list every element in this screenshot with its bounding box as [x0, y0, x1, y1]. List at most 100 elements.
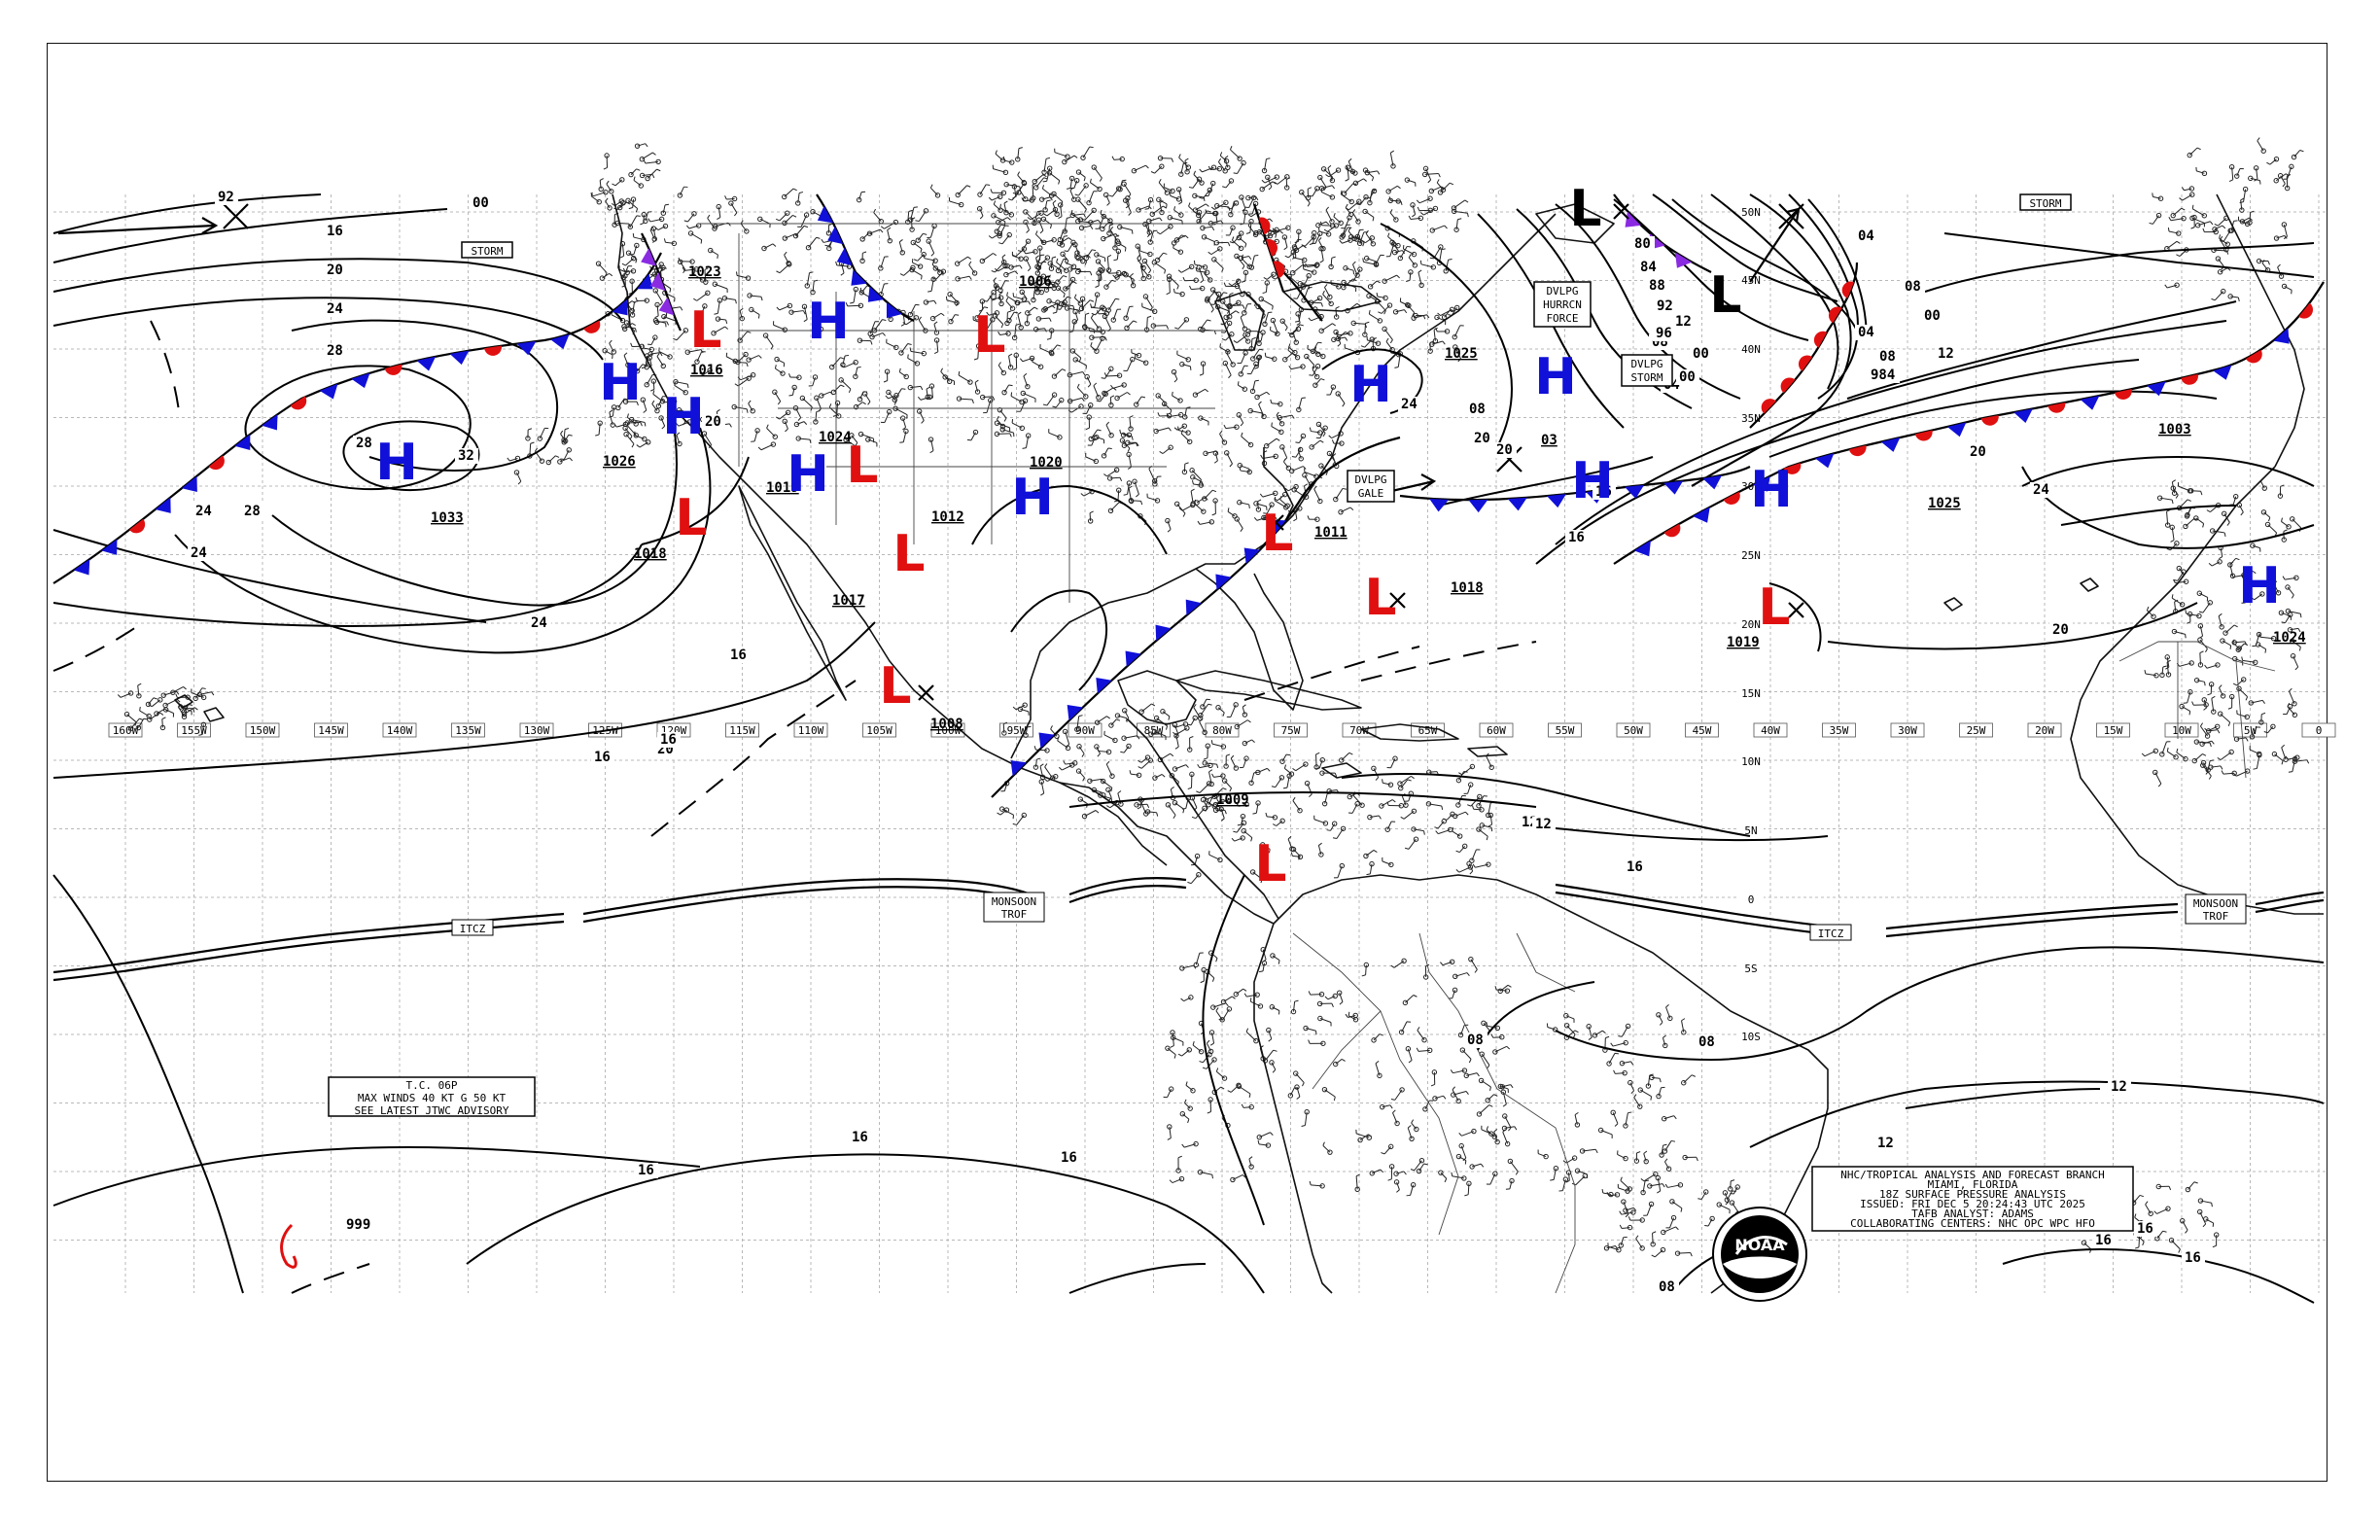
station-plot: [2219, 684, 2226, 699]
station-plot: [992, 164, 1009, 176]
station-plot: [2234, 168, 2244, 179]
station-plot: [2220, 228, 2233, 242]
cold-front-triangle: [181, 475, 197, 493]
station-plot: [1172, 391, 1183, 403]
pressure-value: 1008: [930, 717, 963, 732]
station-plot: [1005, 297, 1016, 311]
longitude-label: 25W: [1959, 722, 1993, 738]
station-plot: [1200, 796, 1208, 812]
svg-text:20N: 20N: [1741, 618, 1761, 631]
station-plot: [857, 391, 868, 402]
station-plot: [1016, 398, 1029, 412]
warm-front-semicircle: [484, 345, 503, 356]
isobar-value-label: 984: [1871, 368, 1895, 383]
station-plot: [1163, 1086, 1174, 1099]
isobar-value-label: 12: [1938, 346, 1954, 362]
station-plot: [1215, 705, 1225, 717]
station-plot: [1010, 392, 1025, 405]
station-plot: [1072, 308, 1079, 323]
station-plot: [928, 437, 934, 454]
station-plot: [602, 348, 613, 360]
station-plot: [1471, 805, 1485, 813]
station-plot: [1007, 353, 1014, 370]
itcz-label-west: ITCZ: [451, 919, 494, 936]
cold-front-triangle: [1155, 624, 1172, 642]
station-plot: [525, 428, 533, 441]
station-plot: [1452, 344, 1461, 363]
station-plot: [1173, 733, 1179, 750]
station-plot: [2292, 758, 2310, 764]
station-plot: [1165, 802, 1176, 820]
station-plot: [1304, 780, 1312, 798]
station-plot: [869, 332, 886, 340]
station-plot: [1106, 224, 1114, 236]
station-plot: [1293, 1070, 1305, 1087]
station-plot: [1241, 254, 1252, 269]
station-plot: [1191, 853, 1201, 866]
station-plot: [1619, 1060, 1634, 1067]
station-plot: [1090, 342, 1100, 354]
low-pressure-center: L: [1364, 569, 1396, 627]
station-plot: [1039, 344, 1055, 357]
cold-front-triangle: [836, 247, 853, 266]
station-plot: [1429, 225, 1448, 233]
station-plot: [2258, 712, 2266, 725]
station-plot: [2248, 699, 2265, 706]
station-plot: [513, 470, 522, 485]
cold-front-triangle: [1625, 211, 1641, 228]
station-plot: [1129, 770, 1142, 778]
station-plot: [1089, 334, 1107, 341]
station-plot: [1089, 178, 1102, 192]
station-plot: [1161, 401, 1172, 414]
isobar-value-label: 20: [705, 414, 721, 430]
station-plot: [1192, 1041, 1205, 1055]
pressure-value: 1026: [603, 454, 636, 470]
station-plot: [2195, 166, 2208, 177]
station-plot: [624, 367, 638, 380]
station-plot: [1623, 1111, 1632, 1129]
station-plot: [1326, 384, 1337, 396]
station-plot: [1264, 438, 1280, 449]
station-plot: [905, 209, 913, 226]
station-plot: [1716, 1202, 1731, 1214]
station-plot: [1241, 827, 1253, 842]
station-plot: [1066, 175, 1075, 190]
station-plot: [1177, 263, 1195, 273]
station-plot: [1352, 178, 1367, 187]
tropical-cyclone-advisory: T.C. 06P MAX WINDS 40 KT G 50 KT SEE LAT…: [328, 1076, 536, 1117]
svg-text:15W: 15W: [2104, 724, 2123, 737]
station-plot: [1284, 483, 1299, 492]
station-plot: [940, 368, 953, 385]
station-plot: [853, 366, 861, 379]
station-plot: [1244, 194, 1257, 208]
station-plot: [1469, 1163, 1485, 1170]
station-plot: [605, 197, 612, 211]
station-plot: [1142, 294, 1153, 311]
station-plot: [1076, 744, 1085, 757]
station-plot: [814, 395, 822, 412]
station-plot: [2190, 214, 2197, 229]
pressure-value: 1024: [819, 430, 852, 445]
isobar-value-label: 92: [1657, 298, 1673, 314]
station-plot: [1181, 1140, 1199, 1148]
station-plot: [788, 384, 797, 397]
station-plot: [1135, 243, 1142, 262]
station-plot: [1728, 1179, 1735, 1192]
station-plot: [1335, 391, 1346, 407]
station-plot: [1130, 272, 1137, 289]
station-plot: [1023, 219, 1030, 233]
station-plot: [1254, 391, 1271, 401]
station-plot: [1237, 381, 1248, 392]
cold-front-triangle: [1702, 474, 1723, 490]
station-plot: [1072, 357, 1087, 369]
station-plot: [1191, 805, 1208, 820]
station-plot: [2199, 740, 2215, 747]
station-plot: [2207, 682, 2215, 696]
station-plot: [1218, 806, 1225, 822]
station-plot: [1252, 800, 1261, 815]
station-plot: [1606, 1052, 1619, 1067]
cold-front-triangle: [637, 273, 653, 290]
station-plot: [1194, 497, 1208, 506]
low-pressure-center: L: [1569, 180, 1601, 238]
station-plot: [1265, 812, 1278, 821]
